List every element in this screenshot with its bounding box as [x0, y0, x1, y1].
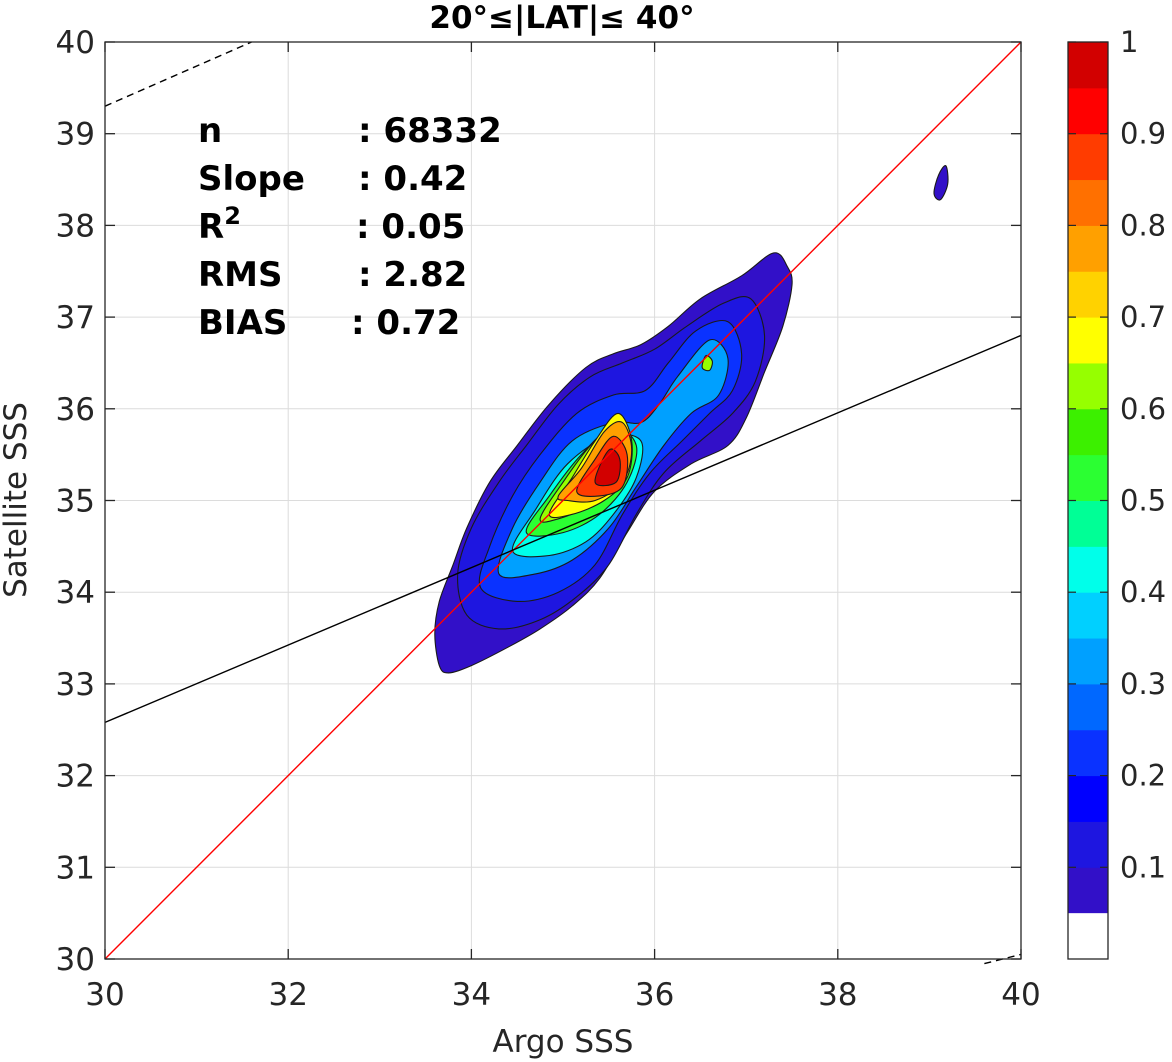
colorbar-tick-label: 0.4: [1120, 575, 1166, 609]
colorbar-swatch: [1068, 683, 1108, 731]
stat-label: Slope: [198, 159, 305, 199]
y-tick-label: 39: [56, 117, 95, 153]
colorbar-swatch: [1068, 775, 1108, 822]
y-tick-label: 33: [56, 667, 95, 703]
colorbar-swatch: [1068, 546, 1108, 593]
colorbar-tick-label: 0.2: [1120, 759, 1166, 793]
colorbar-swatch: [1068, 133, 1108, 181]
one-to-one-line: [104, 41, 1022, 960]
x-tick-label: 38: [818, 977, 857, 1013]
colorbar: 0.1 0.2 0.3 0.4 0.5 0.6 0.7 0.8 0.9 1: [1067, 25, 1166, 960]
colorbar-tick-label: 1: [1120, 25, 1138, 59]
colorbar-swatch: [1068, 225, 1108, 272]
contour-level-12: [933, 165, 949, 201]
y-tick-label: 40: [56, 25, 95, 61]
colorbar-swatch: [1068, 87, 1108, 135]
colorbar-tick-label: 0.5: [1120, 484, 1166, 518]
colorbar-swatch: [1068, 867, 1108, 914]
colorbar-swatch: [1068, 42, 1108, 89]
x-tick-label: 36: [635, 977, 674, 1013]
y-axis-ticks: 30 31 32 33 34 35 36 37 38 39 40: [56, 25, 1021, 978]
stat-label: RMS: [198, 255, 283, 295]
x-tick-label: 32: [268, 977, 307, 1013]
colorbar-swatch: [1068, 729, 1108, 777]
colorbar-swatch: [1068, 454, 1108, 501]
y-tick-label: 37: [56, 300, 95, 336]
colorbar-swatch: [1068, 821, 1108, 868]
colorbar-swatch: [1068, 638, 1108, 685]
stat-value: : 0.05: [356, 207, 465, 247]
colorbar-tick-label: 0.3: [1120, 667, 1166, 701]
colorbar-tick-label: 0.6: [1120, 392, 1166, 426]
x-axis-ticks: 30 32 34 36 38 40: [85, 42, 1041, 1013]
x-tick-label: 40: [1001, 977, 1040, 1013]
stat-label: BIAS: [198, 303, 287, 343]
colorbar-swatch: [1068, 362, 1108, 410]
colorbar-swatch: [1068, 592, 1108, 639]
colorbar-swatch: [1068, 408, 1108, 456]
colorbar-tick-label: 0.7: [1120, 300, 1166, 334]
stat-value: : 2.82: [358, 255, 467, 295]
stat-value: : 0.72: [351, 303, 460, 343]
stat-value: : 0.42: [358, 159, 467, 199]
colorbar-tick-label: 0.1: [1120, 850, 1166, 884]
stat-label: n: [198, 111, 222, 151]
colorbar-tick-label: 0.9: [1120, 117, 1166, 151]
colorbar-swatch: [1068, 179, 1108, 226]
colorbar-tick-label: 0.8: [1120, 208, 1166, 242]
colorbar-swatch: [1068, 317, 1108, 364]
y-tick-label: 31: [56, 850, 95, 886]
regression-line: [104, 334, 1022, 724]
x-tick-label: 34: [452, 977, 491, 1013]
stat-value: : 68332: [358, 111, 502, 151]
colorbar-swatch: [1068, 271, 1108, 318]
x-axis-title: Argo SSS: [493, 1024, 634, 1060]
contour-level-10: [594, 448, 621, 487]
y-tick-label: 38: [56, 208, 95, 244]
density-contours: [434, 165, 949, 674]
y-axis-title: Satellite SSS: [0, 402, 34, 598]
y-tick-label: 32: [56, 759, 95, 795]
plot-title: 20°≤|LAT|≤ 40°: [429, 0, 694, 36]
y-tick-label: 30: [56, 942, 95, 978]
upper-bound-line: [104, 41, 252, 107]
y-tick-label: 35: [56, 484, 95, 520]
y-tick-label: 34: [56, 575, 95, 611]
y-tick-label: 36: [56, 392, 95, 428]
colorbar-swatch: [1068, 500, 1108, 547]
x-tick-label: 30: [85, 977, 124, 1013]
colorbar-swatch-min: [1068, 913, 1108, 959]
